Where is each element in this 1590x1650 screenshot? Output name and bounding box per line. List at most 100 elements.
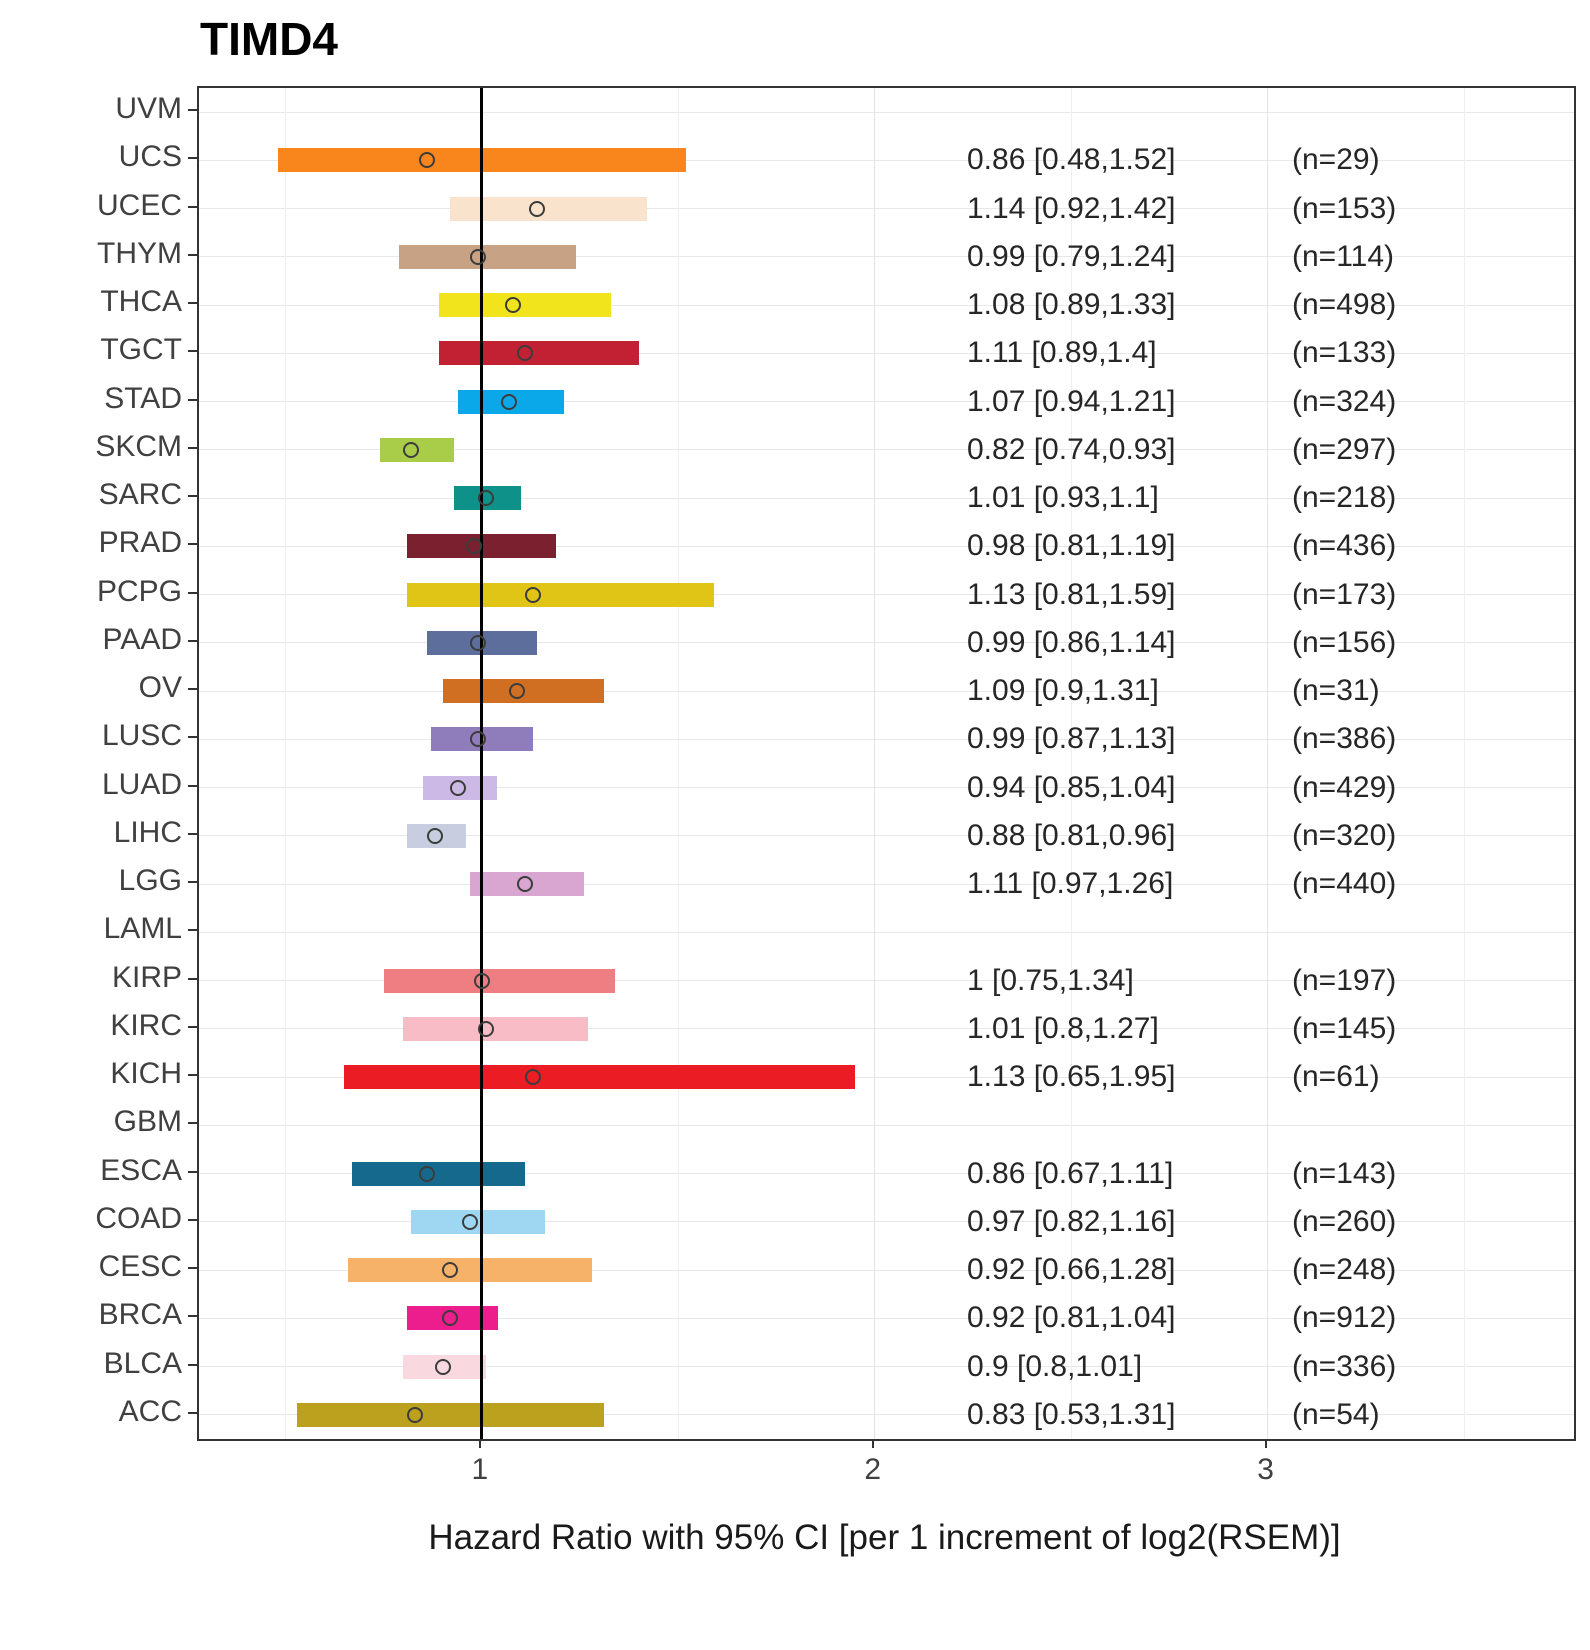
y-axis-label: UCEC — [96, 188, 182, 222]
hr-ci-text: 0.86 [0.48,1.52] — [967, 143, 1176, 177]
y-axis-label: SKCM — [95, 429, 182, 463]
n-count-text: (n=145) — [1292, 1011, 1397, 1045]
ci-bar — [352, 1161, 526, 1186]
gridline-horizontal — [199, 208, 1574, 210]
y-tick-mark — [188, 591, 197, 594]
hr-point — [469, 634, 486, 651]
hr-ci-text: 0.86 [0.67,1.11] — [967, 1156, 1174, 1190]
hr-point — [450, 779, 467, 796]
hr-point — [403, 441, 420, 458]
x-tick-mark — [871, 1439, 874, 1448]
x-tick-label: 2 — [864, 1453, 882, 1486]
n-count-text: (n=114) — [1292, 239, 1395, 273]
y-tick-mark — [188, 1363, 197, 1366]
y-tick-mark — [188, 1411, 197, 1414]
hr-ci-text: 1.11 [0.97,1.26] — [967, 867, 1174, 901]
ci-bar — [344, 1065, 856, 1090]
hr-ci-text: 1.01 [0.93,1.1] — [967, 481, 1159, 515]
hr-ci-text: 0.83 [0.53,1.31] — [967, 1397, 1176, 1431]
n-count-text: (n=336) — [1292, 1349, 1397, 1383]
n-count-text: (n=912) — [1292, 1301, 1397, 1335]
y-tick-mark — [188, 736, 197, 739]
hr-point — [442, 1310, 459, 1327]
gridline-horizontal — [199, 497, 1574, 499]
gridline-vertical-minor — [1070, 88, 1072, 1439]
x-tick-mark — [478, 1439, 481, 1448]
y-tick-mark — [188, 109, 197, 112]
gridline-horizontal — [199, 1124, 1574, 1126]
y-axis-label: COAD — [95, 1201, 182, 1235]
gridline-horizontal — [199, 111, 1574, 113]
hr-point — [524, 586, 541, 603]
y-axis-label: CESC — [98, 1250, 182, 1284]
y-tick-mark — [188, 302, 197, 305]
y-tick-mark — [188, 157, 197, 160]
n-count-text: (n=260) — [1292, 1204, 1397, 1238]
gridline-horizontal — [199, 449, 1574, 451]
gridline-horizontal — [199, 401, 1574, 403]
hr-point — [469, 731, 486, 748]
gridline-horizontal — [199, 1317, 1574, 1319]
y-tick-mark — [188, 1218, 197, 1221]
n-count-text: (n=386) — [1292, 722, 1397, 756]
x-tick-label: 1 — [471, 1453, 489, 1486]
y-axis-label: OV — [138, 671, 182, 705]
y-tick-mark — [188, 688, 197, 691]
n-count-text: (n=29) — [1292, 143, 1380, 177]
hr-ci-text: 0.92 [0.81,1.04] — [967, 1301, 1176, 1335]
ci-bar — [297, 1402, 604, 1427]
hr-ci-text: 1.13 [0.65,1.95] — [967, 1060, 1176, 1094]
hr-point — [473, 972, 490, 989]
hr-point — [418, 1165, 435, 1182]
gridline-vertical-minor — [284, 88, 286, 1439]
y-axis-label: UCS — [118, 140, 182, 174]
hr-ci-text: 1.01 [0.8,1.27] — [967, 1011, 1159, 1045]
ci-bar — [438, 341, 639, 366]
y-tick-mark — [188, 398, 197, 401]
y-axis-label: ACC — [118, 1394, 182, 1428]
gridline-horizontal — [199, 159, 1574, 161]
y-axis-label: BRCA — [98, 1298, 182, 1332]
hr-point — [524, 1069, 541, 1086]
y-tick-mark — [188, 977, 197, 980]
y-axis-label: LGG — [118, 864, 182, 898]
ci-bar — [399, 244, 577, 269]
n-count-text: (n=498) — [1292, 288, 1397, 322]
n-count-text: (n=31) — [1292, 674, 1380, 708]
gridline-horizontal — [199, 738, 1574, 740]
gridline-horizontal — [199, 1414, 1574, 1416]
hr-ci-text: 0.97 [0.82,1.16] — [967, 1204, 1176, 1238]
y-tick-mark — [188, 832, 197, 835]
n-count-text: (n=429) — [1292, 770, 1397, 804]
y-tick-mark — [188, 495, 197, 498]
hr-point — [434, 1358, 451, 1375]
hr-ci-text: 0.9 [0.8,1.01] — [967, 1349, 1143, 1383]
hr-point — [477, 1020, 494, 1037]
y-tick-mark — [188, 929, 197, 932]
y-tick-mark — [188, 639, 197, 642]
ci-bar — [407, 582, 714, 607]
y-axis-label: BLCA — [103, 1346, 182, 1380]
hr-ci-text: 0.94 [0.85,1.04] — [967, 770, 1176, 804]
gridline-horizontal — [199, 980, 1574, 982]
hr-ci-text: 1.07 [0.94,1.21] — [967, 384, 1176, 418]
x-tick-mark — [1264, 1439, 1267, 1448]
hr-point — [442, 1262, 459, 1279]
n-count-text: (n=197) — [1292, 963, 1397, 997]
y-axis-label: PCPG — [96, 574, 182, 608]
ci-bar — [403, 1016, 588, 1041]
hr-point — [517, 876, 534, 893]
gridline-horizontal — [199, 642, 1574, 644]
hr-ci-text: 1.09 [0.9,1.31] — [967, 674, 1159, 708]
ci-bar — [348, 1258, 592, 1283]
hr-point — [501, 393, 518, 410]
n-count-text: (n=173) — [1292, 577, 1397, 611]
n-count-text: (n=153) — [1292, 191, 1397, 225]
hr-ci-text: 0.99 [0.79,1.24] — [967, 239, 1176, 273]
hr-ci-text: 0.99 [0.87,1.13] — [967, 722, 1176, 756]
hr-point — [505, 297, 522, 314]
gridline-vertical-major — [1267, 88, 1269, 1439]
